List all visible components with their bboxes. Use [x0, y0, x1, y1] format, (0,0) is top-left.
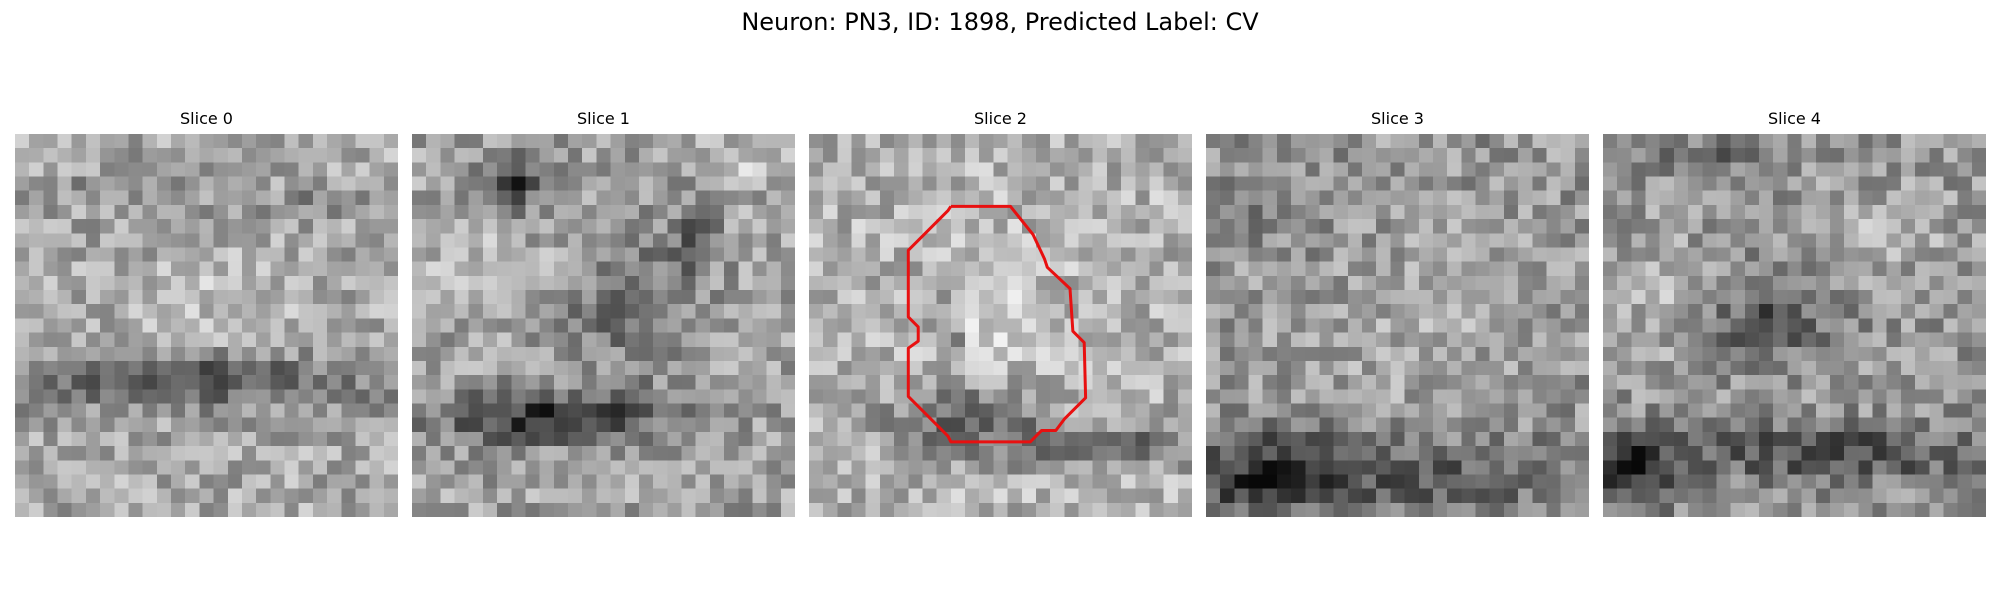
slice-title: Slice 3: [1371, 109, 1424, 128]
slice-image: [809, 134, 1192, 517]
slice-panel-2: Slice 2: [809, 104, 1192, 528]
slice-panel-1: Slice 1: [412, 104, 795, 528]
slice-image: [412, 134, 795, 517]
slice-title: Slice 1: [577, 109, 630, 128]
slice-panel-3: Slice 3: [1206, 104, 1589, 528]
slice-title: Slice 4: [1768, 109, 1821, 128]
slice-image: [15, 134, 398, 517]
figure-title: Neuron: PN3, ID: 1898, Predicted Label: …: [741, 8, 1259, 36]
segmentation-contour: [908, 206, 1085, 441]
slice-panel-4: Slice 4: [1603, 104, 1986, 528]
slice-panel-0: Slice 0: [15, 104, 398, 528]
slice-image: [1206, 134, 1589, 517]
slice-title: Slice 2: [974, 109, 1027, 128]
slice-image: [1603, 134, 1986, 517]
slice-title: Slice 0: [180, 109, 233, 128]
